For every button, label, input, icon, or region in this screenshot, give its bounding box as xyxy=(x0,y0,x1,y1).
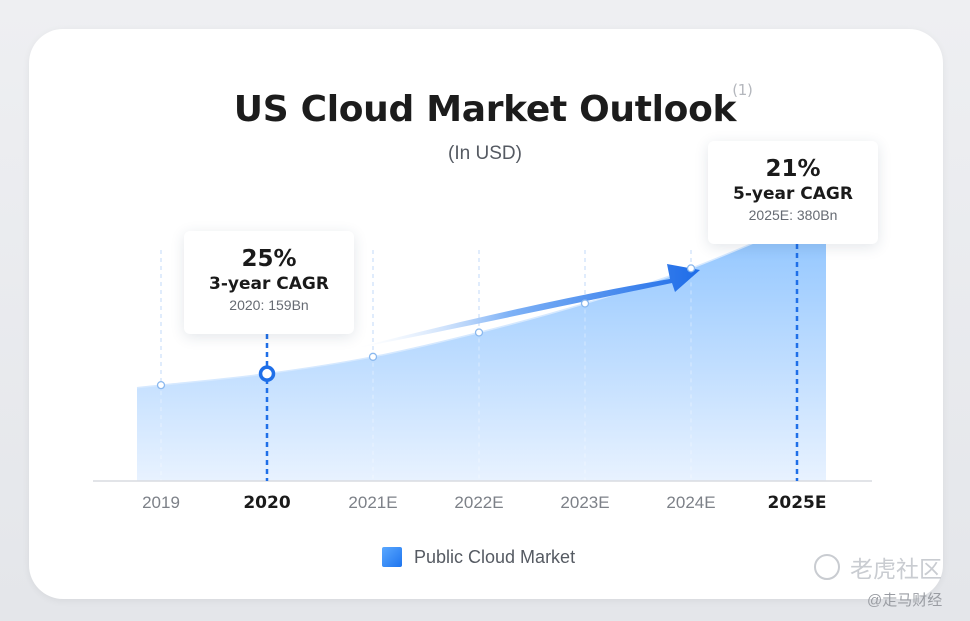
data-point-2022e xyxy=(474,328,484,337)
callout-2020-label: 3-year CAGR xyxy=(209,274,329,294)
data-point-2019 xyxy=(156,380,166,390)
x-tick-label-2023e: 2023E xyxy=(560,493,609,512)
x-tick-label-2020: 2020 xyxy=(243,493,290,513)
callout-2025e: 21% 5-year CAGR 2025E: 380Bn xyxy=(708,141,878,244)
chart-title-text: US Cloud Market Outlook xyxy=(233,89,737,130)
data-point-2023e xyxy=(580,299,590,308)
callout-2025e-value: 2025E: 380Bn xyxy=(748,207,838,223)
tiger-community-logo-icon xyxy=(814,554,840,580)
data-point-2020 xyxy=(258,365,276,382)
callout-2025e-pct: 21% xyxy=(765,156,821,182)
callout-2020-pct: 25% xyxy=(241,246,297,272)
x-tick-label-2021e: 2021E xyxy=(348,493,397,512)
series-area-public-cloud-market xyxy=(137,212,826,481)
data-point-2024e xyxy=(686,264,696,273)
watermark-brand: 老虎社区 xyxy=(814,550,942,584)
x-tick-label-2022e: 2022E xyxy=(454,493,503,512)
chart-subtitle: (In USD) xyxy=(448,143,522,164)
x-tick-label-2024e: 2024E xyxy=(666,493,715,512)
legend-swatch xyxy=(382,547,402,567)
title-footnote: (1) xyxy=(732,81,753,99)
chart-legend: Public Cloud Market xyxy=(382,546,575,568)
data-point-2021e xyxy=(368,352,378,361)
trend-arrow-icon xyxy=(352,264,700,349)
callout-2020: 25% 3-year CAGR 2020: 159Bn xyxy=(184,231,354,334)
watermark-handle: @走马财经 xyxy=(867,592,943,609)
x-tick-label-2019: 2019 xyxy=(142,493,180,512)
legend-label: Public Cloud Market xyxy=(414,546,576,567)
x-tick-label-2025e: 2025E xyxy=(768,493,827,513)
watermark-brand-text: 老虎社区 xyxy=(850,557,942,583)
chart-title: US Cloud Market Outlook (1) xyxy=(0,81,970,130)
callout-2020-value: 2020: 159Bn xyxy=(229,297,309,313)
callout-2025e-label: 5-year CAGR xyxy=(733,184,853,204)
